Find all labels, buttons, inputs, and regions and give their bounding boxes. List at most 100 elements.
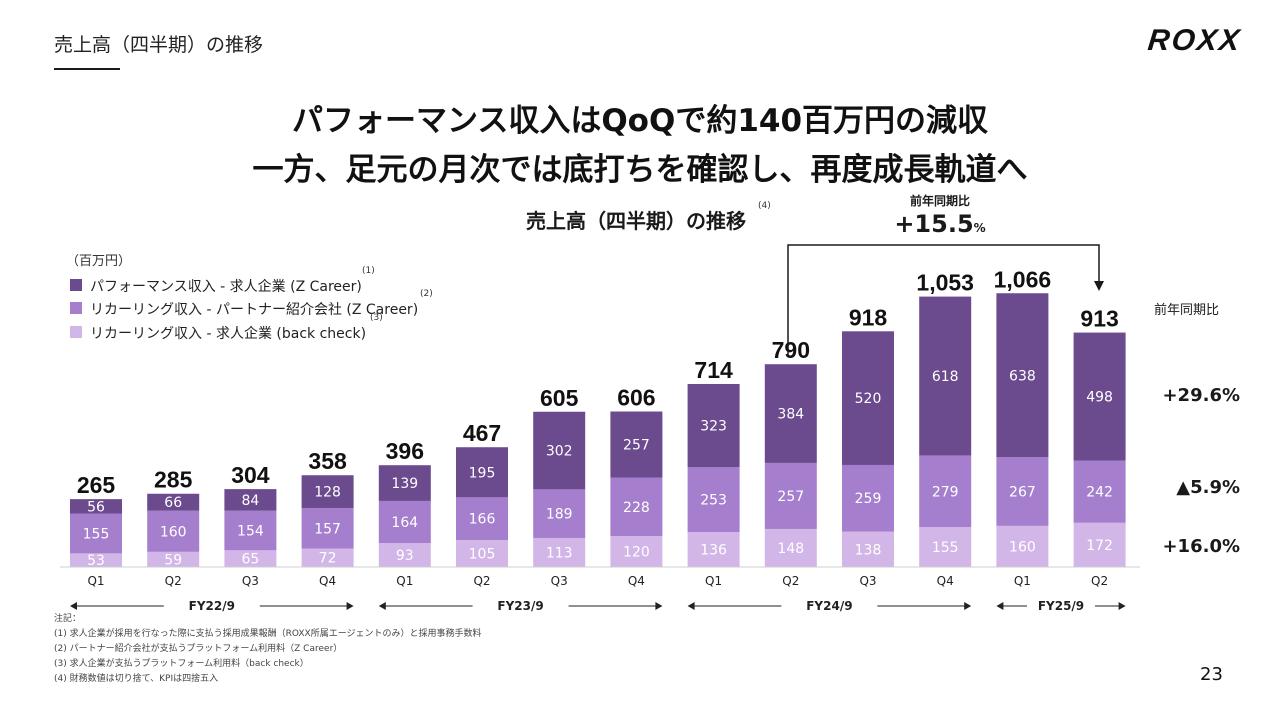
x-tick-label: Q4 [319, 574, 336, 588]
bar-value-label: 160 [160, 524, 187, 540]
bar-value-label: 160 [1009, 539, 1036, 555]
yoy-recurring-partner: ▲5.9% [1176, 477, 1240, 498]
bar-value-label: 166 [469, 512, 496, 528]
bar-segment [301, 508, 354, 549]
legend-label: リカーリング収入 - パートナー紹介会社 (Z Career) [90, 302, 419, 318]
bar-segment [764, 364, 817, 463]
fy-label: FY24/9 [806, 599, 852, 613]
bar-value-label: 520 [855, 391, 882, 407]
bar-total-label: 1,066 [994, 266, 1052, 292]
bar-segment [1073, 522, 1126, 567]
footnote-3: (3) 求人企業が支払うプラットフォーム利用料（back check） [54, 659, 309, 669]
bar-value-label: 65 [241, 552, 259, 568]
bar-segment [1073, 460, 1126, 523]
bar-segment [1073, 332, 1126, 461]
bar-value-label: 139 [391, 476, 418, 492]
bar-value-label: 113 [546, 545, 573, 561]
bar-value-label: 128 [314, 485, 341, 501]
bar-segment [996, 457, 1049, 526]
bar-value-label: 120 [623, 545, 650, 561]
yoy-right-label: 前年同期比 [1154, 303, 1220, 318]
bar-segment [224, 550, 277, 567]
fy-arrowhead-left [378, 602, 386, 610]
x-tick-label: Q1 [396, 574, 413, 588]
footnote-2: (2) パートナー紹介会社が支払うプラットフォーム利用料（Z Career） [54, 644, 343, 654]
bar-segment [224, 510, 277, 551]
yoy-bracket-line [787, 244, 1100, 356]
bar-value-label: 279 [932, 484, 959, 500]
legend-swatch [70, 302, 82, 314]
bar-segment [147, 551, 200, 567]
legend-label: リカーリング収入 - 求人企業 (back check) [90, 326, 367, 342]
unit-label: （百万円） [66, 254, 132, 269]
legend-label: パフォーマンス収入 - 求人企業 (Z Career) [90, 279, 362, 295]
bar-total-label: 358 [308, 448, 347, 474]
bar-segment [70, 553, 122, 567]
bar-total-label: 790 [772, 337, 810, 363]
bar-total-label: 606 [617, 384, 655, 410]
yoy-top-value: +15.5% [880, 210, 1000, 238]
bar-total-label: 605 [540, 385, 579, 411]
fy-label: FY22/9 [189, 599, 235, 613]
bar-value-label: 302 [546, 444, 573, 460]
fy-label: FY23/9 [497, 599, 543, 613]
bar-segment [764, 462, 817, 529]
bar-total-label: 265 [77, 472, 116, 498]
yoy-bracket-arrowhead [1094, 281, 1104, 291]
yoy-top-label: 前年同期比 [909, 194, 970, 208]
bar-segment [70, 513, 122, 554]
bar-value-label: 172 [1086, 538, 1113, 554]
bar-segment [378, 465, 431, 501]
fy-arrowhead-left [70, 602, 77, 610]
yoy-recurring-company: +16.0% [1162, 536, 1240, 557]
chart-title: 売上高（四半期）の推移 [526, 209, 746, 233]
fy-arrowhead-right [655, 602, 663, 610]
bar-value-label: 267 [1009, 485, 1036, 501]
legend-note: (2) [420, 289, 433, 299]
bar-value-label: 384 [777, 407, 804, 423]
bar-value-label: 189 [546, 507, 573, 523]
bar-value-label: 59 [164, 552, 182, 568]
bar-segment [610, 411, 663, 478]
legend-note: (3) [370, 313, 383, 323]
bar-value-label: 105 [469, 547, 496, 563]
bar-segment [919, 527, 972, 567]
bar-segment [70, 499, 122, 514]
bar-value-label: 138 [855, 542, 882, 558]
bar-segment [147, 510, 200, 552]
footnote-title: 注記： [54, 614, 82, 624]
bar-segment [842, 531, 894, 567]
bar-segment [996, 293, 1049, 458]
bar-segment [687, 383, 740, 468]
bar-segment [456, 447, 508, 498]
bar-value-label: 257 [777, 489, 804, 505]
bar-value-label: 72 [319, 551, 337, 567]
fy-label: FY25/9 [1038, 599, 1084, 613]
bar-value-label: 56 [87, 499, 105, 515]
bar-segment [147, 493, 200, 511]
bar-segment [687, 467, 740, 533]
x-tick-label: Q3 [859, 574, 876, 588]
fy-arrowhead-right [1118, 602, 1126, 610]
bar-value-label: 93 [396, 548, 414, 564]
yoy-performance: +29.6% [1162, 385, 1240, 406]
fy-arrowhead-right [346, 602, 354, 610]
bar-value-label: 498 [1086, 390, 1113, 406]
bar-segment [533, 489, 586, 538]
bar-value-label: 638 [1009, 368, 1036, 384]
bar-segment [301, 475, 354, 509]
x-tick-label: Q2 [782, 574, 799, 588]
bar-segment [764, 528, 817, 567]
fy-arrowhead-right [964, 602, 972, 610]
x-tick-label: Q3 [551, 574, 568, 588]
fy-arrowhead-left [996, 602, 1004, 610]
bar-value-label: 242 [1086, 485, 1113, 501]
bar-value-label: 228 [623, 500, 650, 516]
x-tick-label: Q4 [937, 574, 954, 588]
bar-segment [919, 455, 972, 528]
bar-total-label: 396 [386, 438, 424, 464]
bar-value-label: 164 [391, 515, 418, 531]
bar-total-label: 913 [1080, 306, 1118, 332]
bar-total-label: 714 [694, 357, 733, 383]
